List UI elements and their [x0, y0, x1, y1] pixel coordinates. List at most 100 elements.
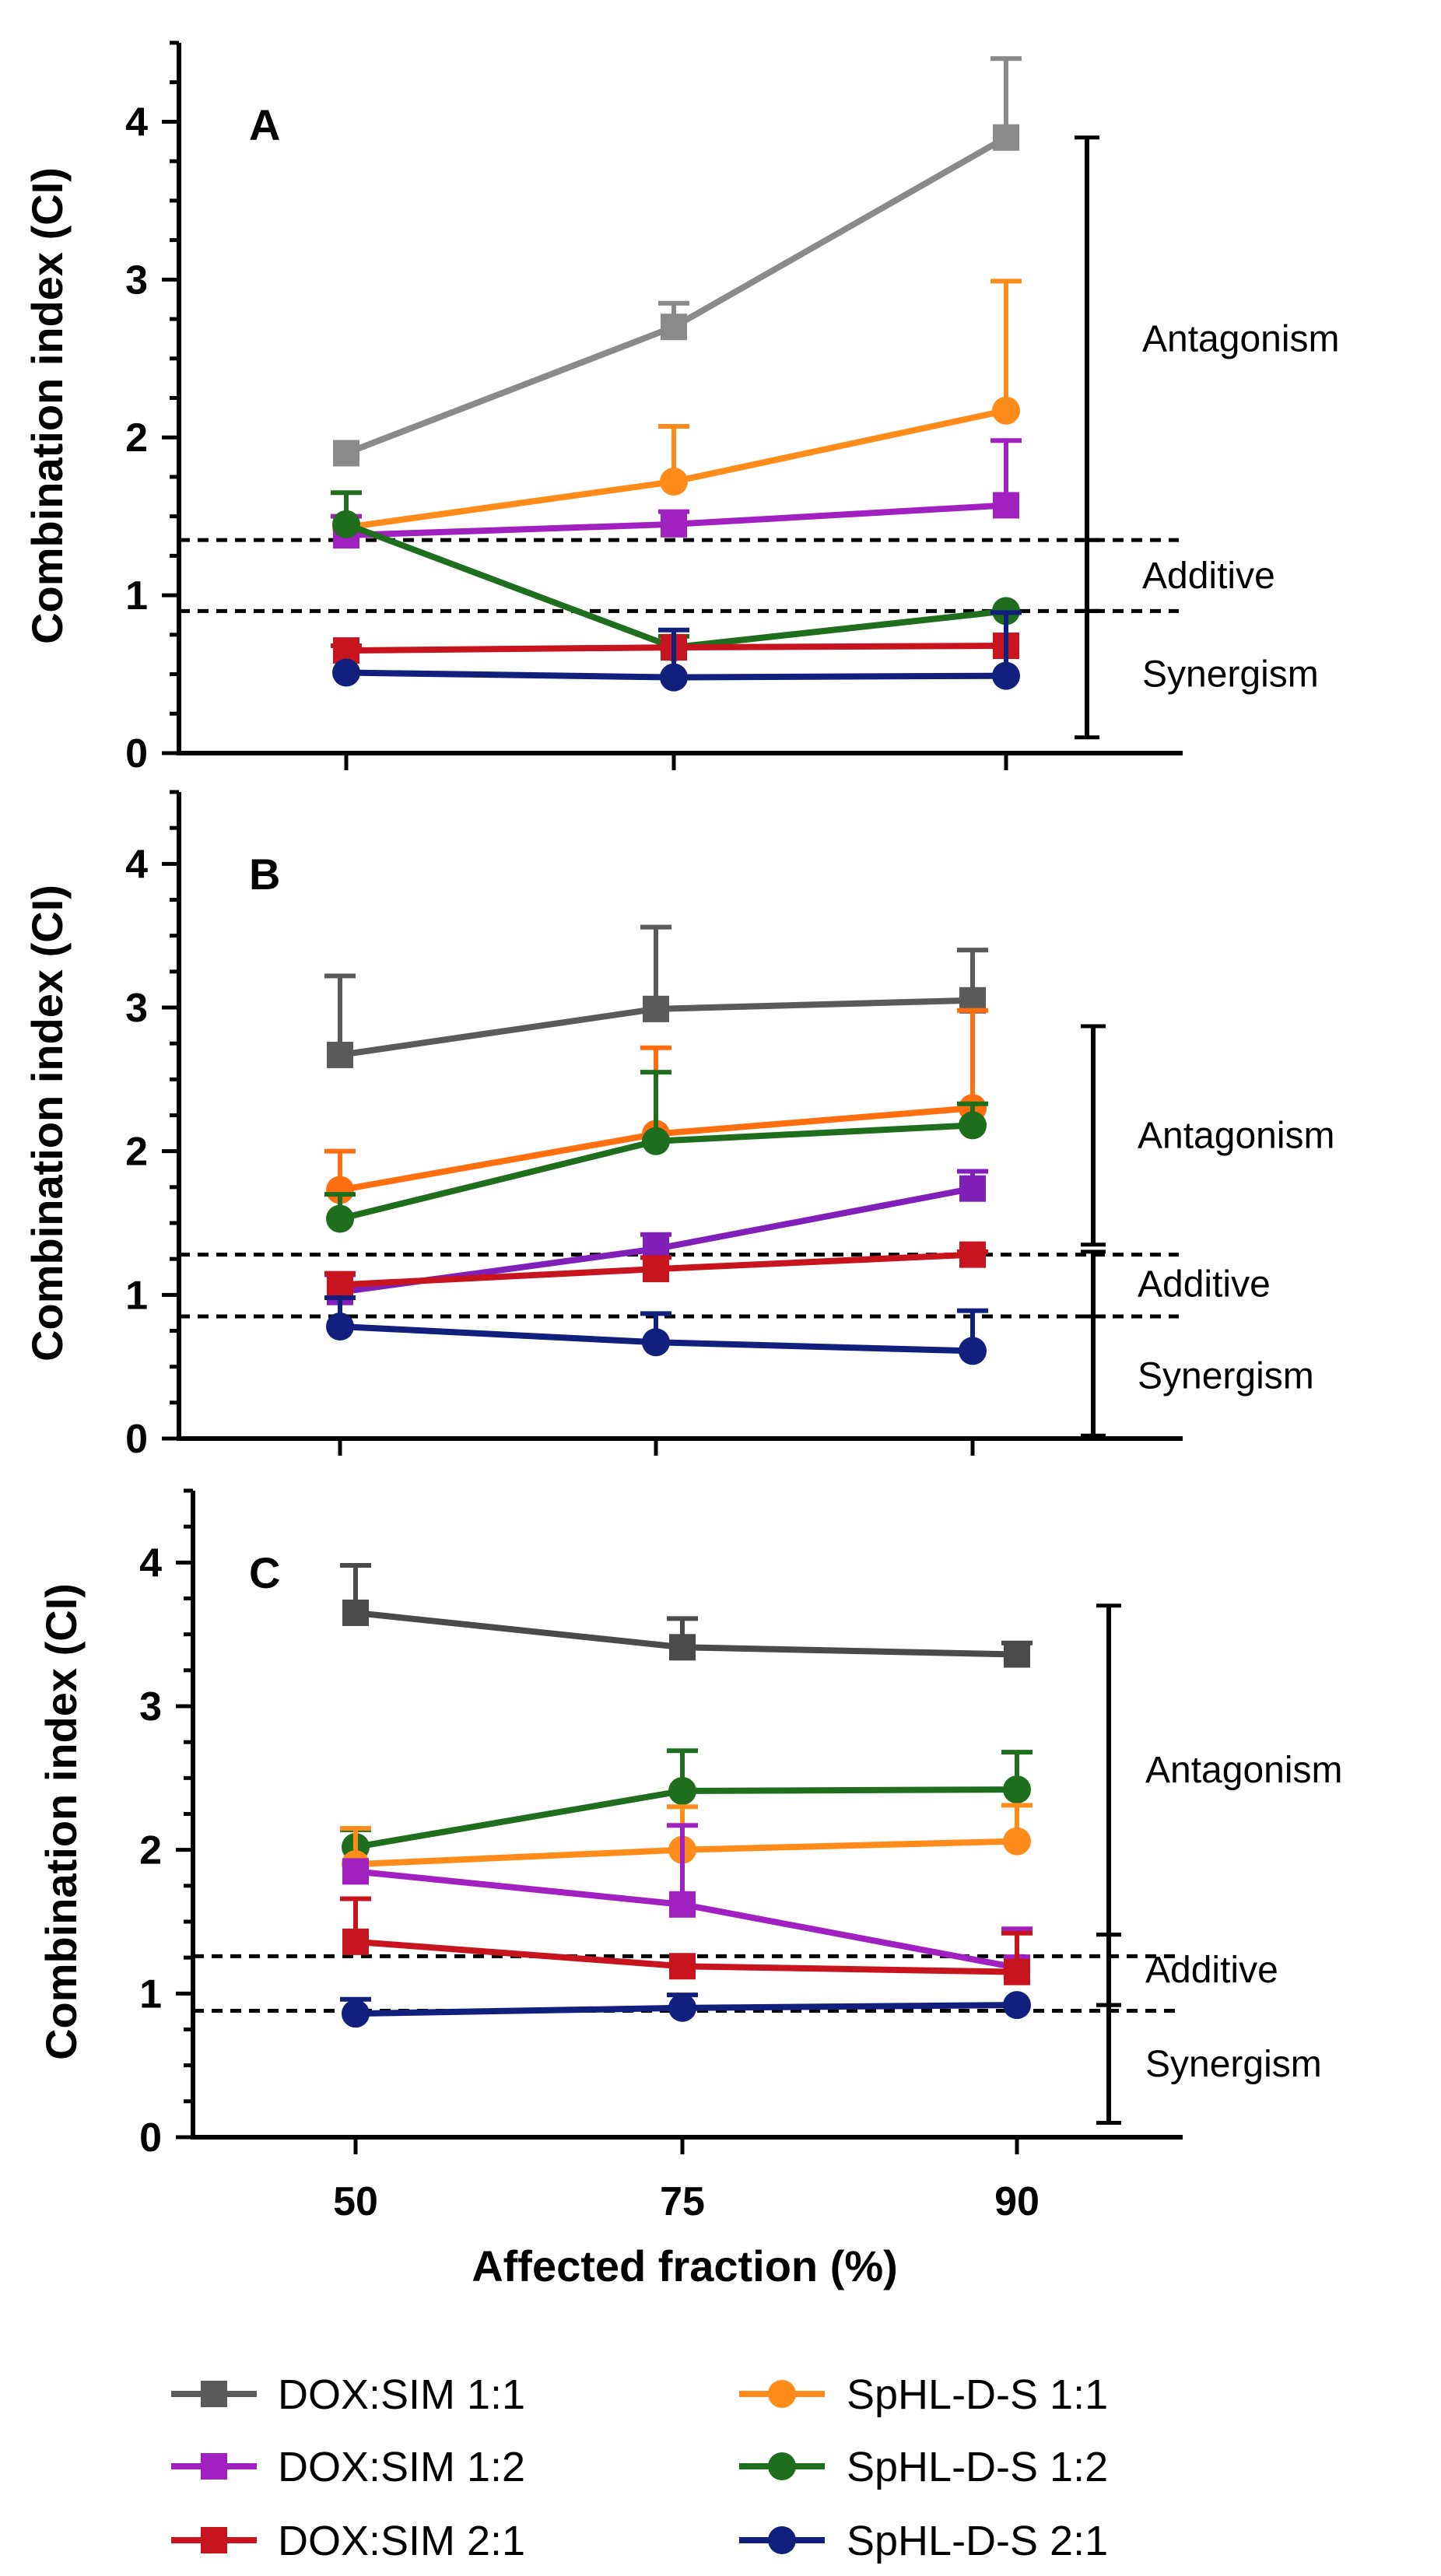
- data-point-square: [669, 1953, 696, 1980]
- series-dox-sim-1-1: [324, 924, 988, 1068]
- legend-item-sphl-d-s-1-1: SpHL-D-S 1:1: [739, 2371, 1108, 2418]
- y-tick-label: 2: [139, 1828, 162, 1873]
- y-tick-label: 0: [125, 1417, 148, 1462]
- legend-label: DOX:SIM 1:2: [278, 2444, 525, 2490]
- series-sphl-d-s-1-1: [340, 1803, 1033, 1879]
- data-point-square: [327, 1271, 353, 1299]
- data-point-circle: [992, 661, 1020, 690]
- data-point-circle: [642, 1328, 670, 1357]
- legend-swatch-circle: [768, 2452, 796, 2480]
- legend-item-sphl-d-s-1-2: SpHL-D-S 1:2: [739, 2444, 1108, 2490]
- series-sphl-d-s-1-1: [332, 279, 1022, 541]
- legend-item-dox-sim-1-2: DOX:SIM 1:2: [171, 2444, 525, 2490]
- data-point-circle: [959, 1337, 987, 1365]
- data-point-square: [959, 1241, 986, 1268]
- data-point-circle: [1003, 1827, 1031, 1856]
- series-sphl-d-s-1-2: [324, 1070, 988, 1233]
- data-point-circle: [959, 1111, 987, 1140]
- data-point-circle: [342, 1999, 370, 2028]
- legend-swatch-circle: [768, 2380, 796, 2408]
- legend-swatch-square: [201, 2527, 227, 2553]
- data-point-square: [993, 492, 1019, 519]
- legend-label: SpHL-D-S 1:1: [847, 2371, 1108, 2418]
- panel-letter: B: [249, 850, 280, 899]
- x-tick-label: 75: [660, 2179, 705, 2224]
- region-label-additive: Additive: [1145, 1950, 1278, 1991]
- series-dox-sim-2-1: [340, 1896, 1033, 1985]
- data-point-square: [959, 1175, 986, 1202]
- data-point-circle: [326, 1204, 354, 1233]
- y-tick-label: 4: [125, 842, 148, 887]
- data-point-square: [1004, 1958, 1030, 1985]
- data-point-square: [342, 1928, 369, 1955]
- series-dox-sim-1-1: [340, 1563, 1033, 1668]
- y-tick-label: 1: [139, 1971, 162, 2017]
- y-tick-label: 4: [139, 1540, 162, 1586]
- data-point-circle: [660, 468, 688, 496]
- series-line: [345, 135, 1008, 457]
- panel-letter: A: [249, 100, 280, 149]
- legend-label: DOX:SIM 2:1: [278, 2518, 525, 2564]
- data-point-square: [661, 314, 687, 341]
- data-point-circle: [668, 1993, 696, 2022]
- panel-b: 0 1 2 3 4 Combination index (CI) B Antagonism Ad…: [23, 790, 1334, 1462]
- data-point-circle: [660, 663, 688, 692]
- data-point-circle: [992, 396, 1020, 425]
- data-point-circle: [332, 510, 360, 538]
- series-sphl-d-s-2-1: [340, 1991, 1031, 2028]
- panel-a: 0 1 2 3 4 Combination index (CI) A Antagonism Ad…: [23, 40, 1339, 776]
- series-sphl-d-s-2-1: [324, 1295, 988, 1365]
- y-tick-label: 3: [125, 986, 148, 1031]
- y-tick-label: 1: [125, 1273, 148, 1318]
- data-point-circle: [668, 1776, 696, 1805]
- series-dox-sim-1-1: [333, 56, 1022, 467]
- legend-item-sphl-d-s-2-1: SpHL-D-S 2:1: [739, 2518, 1108, 2564]
- series-sphl-d-s-2-1: [332, 610, 1022, 692]
- region-label-antagonism: Antagonism: [1138, 1115, 1334, 1156]
- y-tick-label: 2: [125, 1130, 148, 1175]
- legend-label: SpHL-D-S 2:1: [847, 2518, 1108, 2564]
- y-tick-label: 3: [139, 1684, 162, 1730]
- legend: DOX:SIM 1:1 SpHL-D-S 1:1 DOX:SIM 1:2 SpHL-D…: [171, 2371, 1108, 2564]
- data-point-square: [342, 1858, 369, 1885]
- data-point-circle: [1003, 1775, 1031, 1804]
- data-point-square: [1004, 1641, 1030, 1668]
- legend-swatch-square: [201, 2381, 227, 2407]
- legend-item-dox-sim-1-1: DOX:SIM 1:1: [171, 2371, 525, 2418]
- data-point-circle: [332, 658, 360, 687]
- region-label-synergism: Synergism: [1138, 1356, 1314, 1397]
- series-dox-sim-1-2: [324, 1169, 988, 1306]
- region-label-antagonism: Antagonism: [1145, 1750, 1342, 1791]
- y-tick-label: 0: [125, 731, 148, 776]
- y-tick-label: 1: [125, 573, 148, 619]
- region-label-additive: Additive: [1138, 1263, 1271, 1305]
- data-point-square: [661, 510, 687, 538]
- y-tick-label: 2: [125, 415, 148, 461]
- data-point-square: [327, 1041, 353, 1068]
- data-point-circle: [1003, 1991, 1031, 2020]
- data-point-circle: [326, 1312, 354, 1341]
- x-tick-label: 50: [333, 2179, 378, 2224]
- y-tick-label: 3: [125, 258, 148, 303]
- y-axis-title: Combination index (CI): [23, 167, 72, 644]
- legend-swatch-circle: [768, 2526, 796, 2554]
- data-point-square: [643, 1256, 669, 1283]
- region-label-antagonism: Antagonism: [1142, 318, 1339, 359]
- y-axis-title: Combination index (CI): [37, 1583, 86, 2060]
- data-point-square: [993, 124, 1019, 151]
- region-label-additive: Additive: [1142, 556, 1275, 597]
- legend-label: DOX:SIM 1:1: [278, 2371, 525, 2418]
- data-point-square: [643, 995, 669, 1022]
- x-axis-title: Affected fraction (%): [472, 2241, 898, 2290]
- data-point-square: [669, 1891, 696, 1918]
- series-dox-sim-2-1: [324, 1241, 988, 1299]
- data-point-circle: [642, 1127, 670, 1155]
- panel-c: 0 1 2 3 4 50 75 90 Combination index (CI) C Antago…: [37, 1488, 1342, 2290]
- y-axis-title: Combination index (CI): [23, 885, 72, 1362]
- legend-label: SpHL-D-S 1:2: [847, 2444, 1108, 2490]
- data-point-square: [669, 1634, 696, 1661]
- y-tick-label: 4: [125, 100, 148, 145]
- region-label-synergism: Synergism: [1145, 2044, 1322, 2085]
- legend-swatch-square: [201, 2453, 227, 2480]
